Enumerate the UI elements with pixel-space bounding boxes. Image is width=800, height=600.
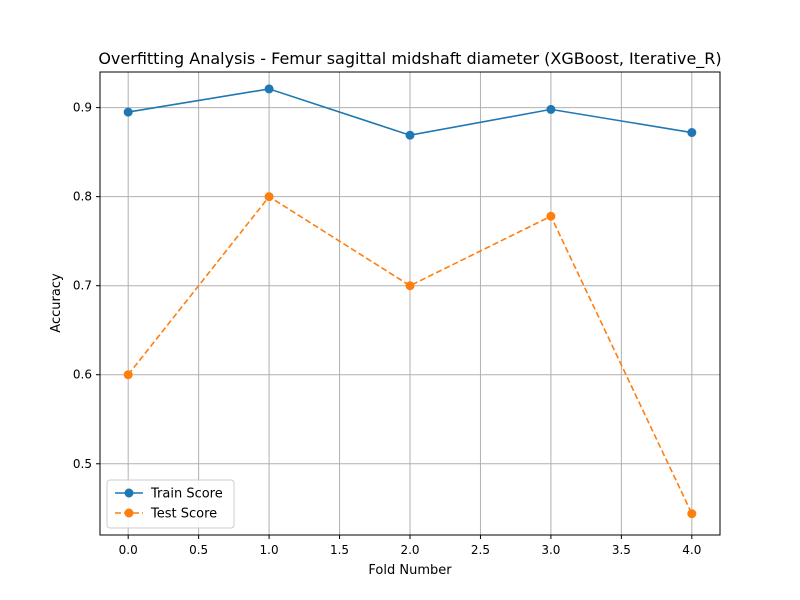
x-tick-label: 0.5 (189, 543, 208, 557)
grid-lines (100, 72, 720, 535)
y-axis-label: Accuracy (49, 273, 64, 333)
data-point (123, 107, 133, 117)
legend-item: Train Score (115, 487, 223, 502)
legend-item: Test Score (115, 507, 217, 522)
data-point (546, 211, 556, 221)
y-tick-label: 0.6 (73, 368, 92, 382)
legend-label: Train Score (150, 487, 223, 502)
data-point (687, 509, 697, 519)
data-point (687, 128, 697, 138)
x-tick-label: 2.0 (400, 543, 419, 557)
x-tick-label: 4.0 (682, 543, 701, 557)
legend-box (106, 479, 235, 529)
y-tick-label: 0.5 (73, 457, 92, 471)
axis-ticks: 0.0 0.5 1.0 1.5 2.0 2.5 3.0 3.5 4.0 0.5 0.6 0.7 0.8 0… (73, 101, 701, 557)
x-tick-label: 3.0 (541, 543, 560, 557)
series-layer (123, 84, 697, 519)
x-tick-label: 2.5 (471, 543, 490, 557)
y-tick-label: 0.8 (73, 190, 92, 204)
x-axis-label: Fold Number (368, 563, 452, 578)
series-test-score (123, 192, 697, 519)
chart-title: Overfitting Analysis - Femur sagittal mi… (98, 49, 721, 69)
x-tick-label: 0.0 (119, 543, 138, 557)
x-tick-label: 1.0 (260, 543, 279, 557)
y-tick-label: 0.7 (73, 279, 92, 293)
legend-label: Test Score (150, 507, 217, 522)
data-point (264, 192, 274, 202)
legend-swatch-marker (124, 488, 134, 498)
data-point (405, 281, 415, 291)
data-point (405, 130, 415, 140)
legend: Train Score Test Score (106, 479, 235, 529)
y-tick-label: 0.9 (73, 101, 92, 115)
x-tick-label: 3.5 (612, 543, 631, 557)
series-line (127, 195, 693, 514)
data-point (123, 370, 133, 380)
x-tick-label: 1.5 (330, 543, 349, 557)
data-point (546, 104, 556, 114)
legend-swatch-marker (124, 508, 134, 518)
data-point (264, 84, 274, 94)
series-train-score (123, 84, 697, 140)
